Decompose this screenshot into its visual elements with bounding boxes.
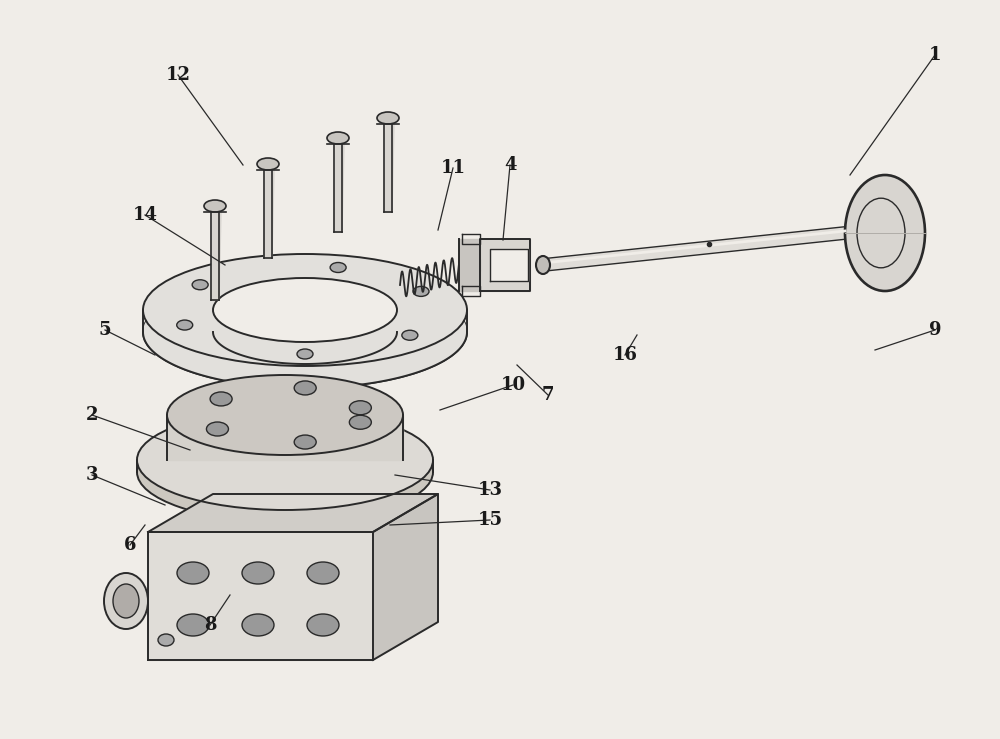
Ellipse shape bbox=[327, 132, 349, 144]
Polygon shape bbox=[264, 170, 274, 258]
Ellipse shape bbox=[349, 401, 371, 415]
Ellipse shape bbox=[330, 262, 346, 273]
Text: 1: 1 bbox=[929, 46, 941, 64]
Ellipse shape bbox=[845, 175, 925, 291]
Text: 16: 16 bbox=[612, 346, 638, 364]
Polygon shape bbox=[384, 124, 394, 212]
Ellipse shape bbox=[307, 562, 339, 584]
Text: 5: 5 bbox=[99, 321, 111, 339]
Ellipse shape bbox=[242, 614, 274, 636]
Ellipse shape bbox=[536, 256, 550, 274]
Text: 14: 14 bbox=[133, 206, 158, 224]
Ellipse shape bbox=[137, 422, 433, 522]
Ellipse shape bbox=[137, 410, 433, 510]
Ellipse shape bbox=[242, 562, 274, 584]
Polygon shape bbox=[459, 239, 480, 291]
Ellipse shape bbox=[257, 158, 279, 170]
Text: 4: 4 bbox=[504, 156, 516, 174]
Ellipse shape bbox=[177, 320, 193, 330]
Text: 2: 2 bbox=[86, 406, 98, 424]
Ellipse shape bbox=[113, 584, 139, 618]
Text: 7: 7 bbox=[542, 386, 554, 404]
Ellipse shape bbox=[158, 634, 174, 646]
Ellipse shape bbox=[204, 200, 226, 212]
Polygon shape bbox=[373, 494, 438, 660]
Text: 11: 11 bbox=[441, 159, 466, 177]
Text: 15: 15 bbox=[477, 511, 503, 529]
Ellipse shape bbox=[177, 562, 209, 584]
Ellipse shape bbox=[177, 614, 209, 636]
Polygon shape bbox=[462, 259, 480, 271]
Polygon shape bbox=[148, 494, 438, 532]
Polygon shape bbox=[211, 212, 221, 300]
Polygon shape bbox=[167, 415, 403, 460]
Text: 3: 3 bbox=[86, 466, 98, 484]
Ellipse shape bbox=[206, 422, 228, 436]
Ellipse shape bbox=[143, 254, 467, 366]
Polygon shape bbox=[490, 249, 528, 281]
Polygon shape bbox=[334, 144, 344, 232]
Ellipse shape bbox=[307, 614, 339, 636]
Ellipse shape bbox=[294, 381, 316, 395]
Ellipse shape bbox=[143, 276, 467, 388]
Ellipse shape bbox=[104, 573, 148, 629]
Ellipse shape bbox=[377, 112, 399, 124]
Ellipse shape bbox=[413, 287, 429, 296]
Polygon shape bbox=[148, 532, 373, 660]
Ellipse shape bbox=[297, 349, 313, 359]
Text: 13: 13 bbox=[478, 481, 503, 499]
Ellipse shape bbox=[143, 276, 467, 388]
Ellipse shape bbox=[294, 435, 316, 449]
Text: 12: 12 bbox=[166, 66, 191, 84]
Polygon shape bbox=[480, 239, 530, 291]
Text: 9: 9 bbox=[929, 321, 941, 339]
Ellipse shape bbox=[213, 278, 397, 342]
Ellipse shape bbox=[167, 375, 403, 455]
Text: 10: 10 bbox=[500, 376, 526, 394]
Ellipse shape bbox=[210, 392, 232, 406]
Ellipse shape bbox=[192, 280, 208, 290]
Ellipse shape bbox=[402, 330, 418, 340]
Ellipse shape bbox=[349, 415, 371, 429]
Text: 6: 6 bbox=[124, 536, 136, 554]
Text: 8: 8 bbox=[204, 616, 216, 634]
